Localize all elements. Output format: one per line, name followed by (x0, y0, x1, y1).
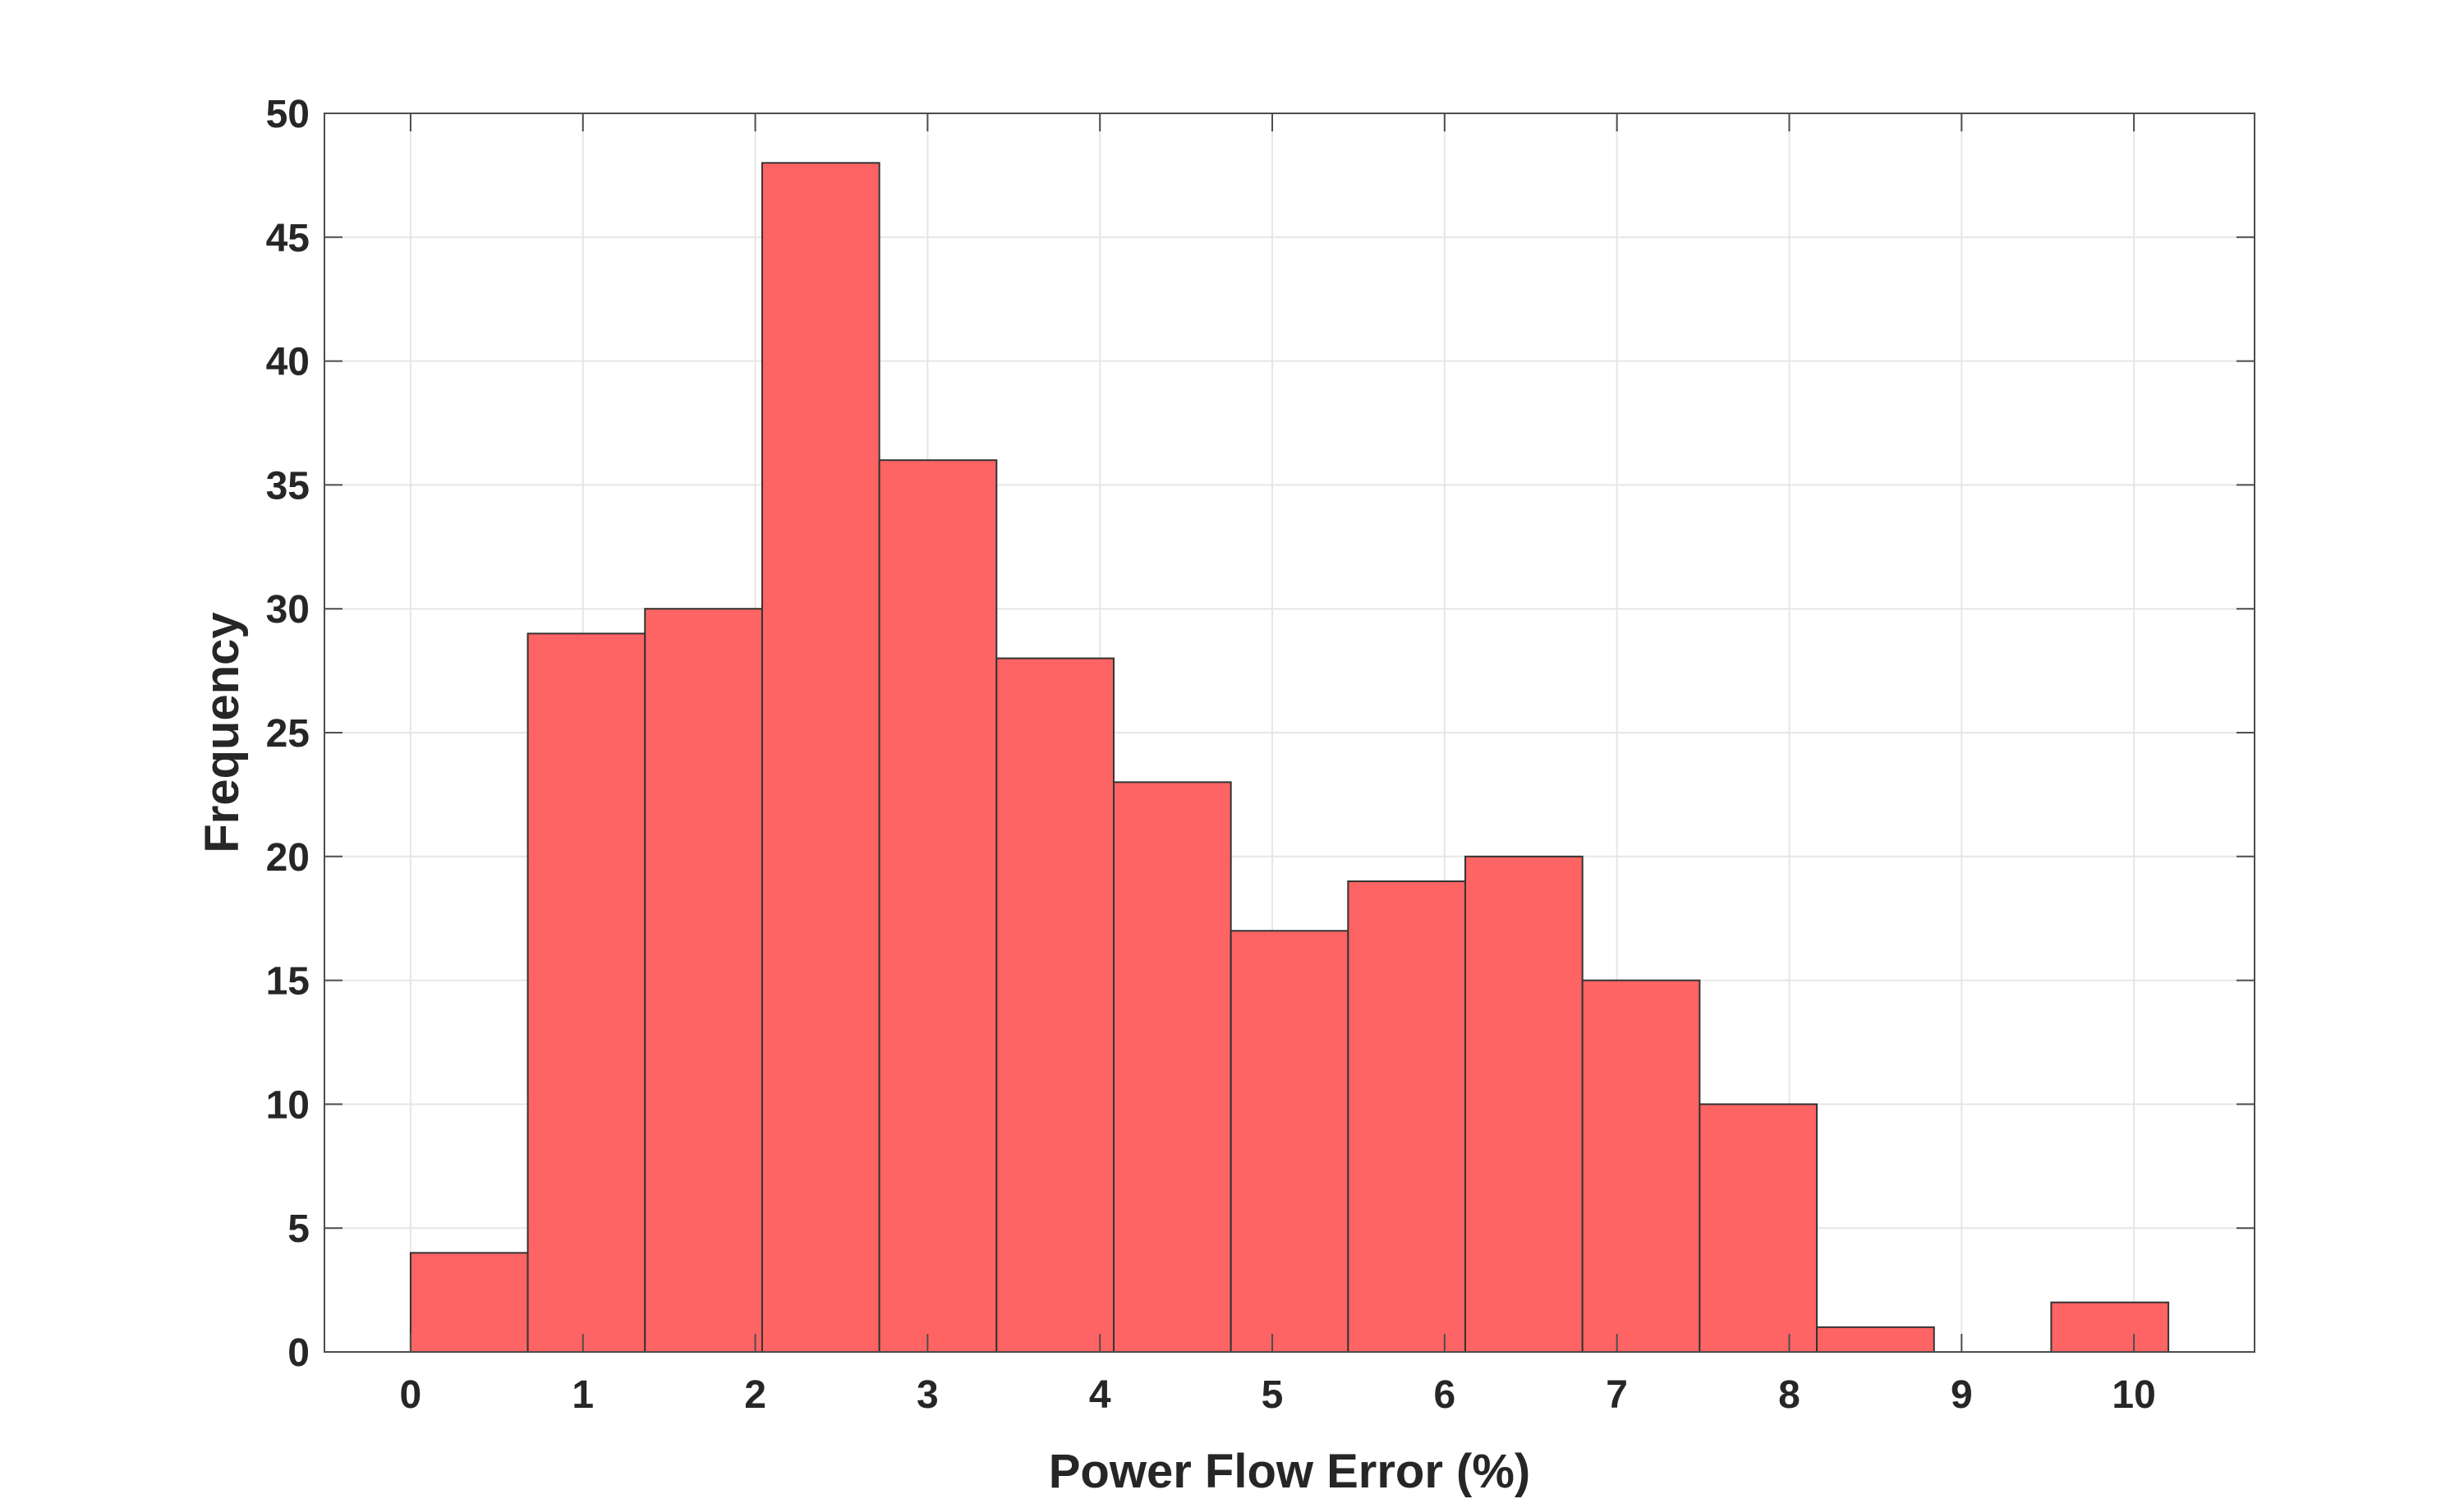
x-tick-label: 7 (1606, 1373, 1628, 1417)
x-tick-label: 0 (400, 1373, 422, 1417)
histogram-bar (1347, 880, 1467, 1353)
histogram-bar (1230, 930, 1349, 1353)
histogram-bar (761, 162, 880, 1354)
y-tick-label: 0 (287, 1331, 310, 1375)
histogram-bar (1464, 855, 1584, 1354)
histogram-bar (526, 632, 646, 1353)
y-tick-label: 45 (266, 217, 310, 260)
histogram-bar (1581, 979, 1701, 1353)
y-axis-label: Frequency (195, 612, 249, 853)
x-tick-label: 1 (572, 1373, 594, 1417)
y-tick-label: 15 (266, 960, 310, 1004)
x-axis-label: Power Flow Error (%) (1049, 1445, 1531, 1498)
y-tick-label: 50 (266, 93, 310, 136)
x-tick-label: 10 (2112, 1373, 2155, 1417)
x-tick-label: 8 (1778, 1373, 1800, 1417)
histogram-bar (2050, 1301, 2170, 1354)
x-tick-labels: 0 1 2 3 4 5 6 7 8 9 10 (400, 1373, 2156, 1417)
histogram-bar (878, 459, 998, 1353)
histogram-bar (409, 1252, 529, 1353)
histogram-bar (995, 657, 1115, 1353)
x-tick-label: 2 (744, 1373, 766, 1417)
histogram-bar (644, 608, 763, 1353)
y-tick-label: 20 (266, 836, 310, 880)
histogram-bar (1112, 781, 1232, 1353)
y-tick-label: 40 (266, 341, 310, 384)
y-tick-label: 10 (266, 1083, 310, 1127)
y-tick-label: 25 (266, 712, 310, 756)
histogram-bar (1816, 1326, 1935, 1353)
y-tick-labels: 0 5 10 15 20 25 30 35 40 45 50 (266, 93, 310, 1375)
y-tick-label: 30 (266, 588, 310, 632)
y-tick-label: 5 (287, 1207, 310, 1251)
x-tick-label: 3 (917, 1373, 939, 1417)
x-tick-label: 4 (1089, 1373, 1111, 1417)
x-tick-label: 6 (1433, 1373, 1455, 1417)
x-tick-label: 9 (1951, 1373, 1973, 1417)
histogram-bar (1699, 1103, 1818, 1354)
bars-layer (409, 162, 2170, 1354)
ticks-layer (324, 113, 2255, 1353)
y-tick-label: 35 (266, 464, 310, 508)
x-tick-label: 5 (1262, 1373, 1284, 1417)
